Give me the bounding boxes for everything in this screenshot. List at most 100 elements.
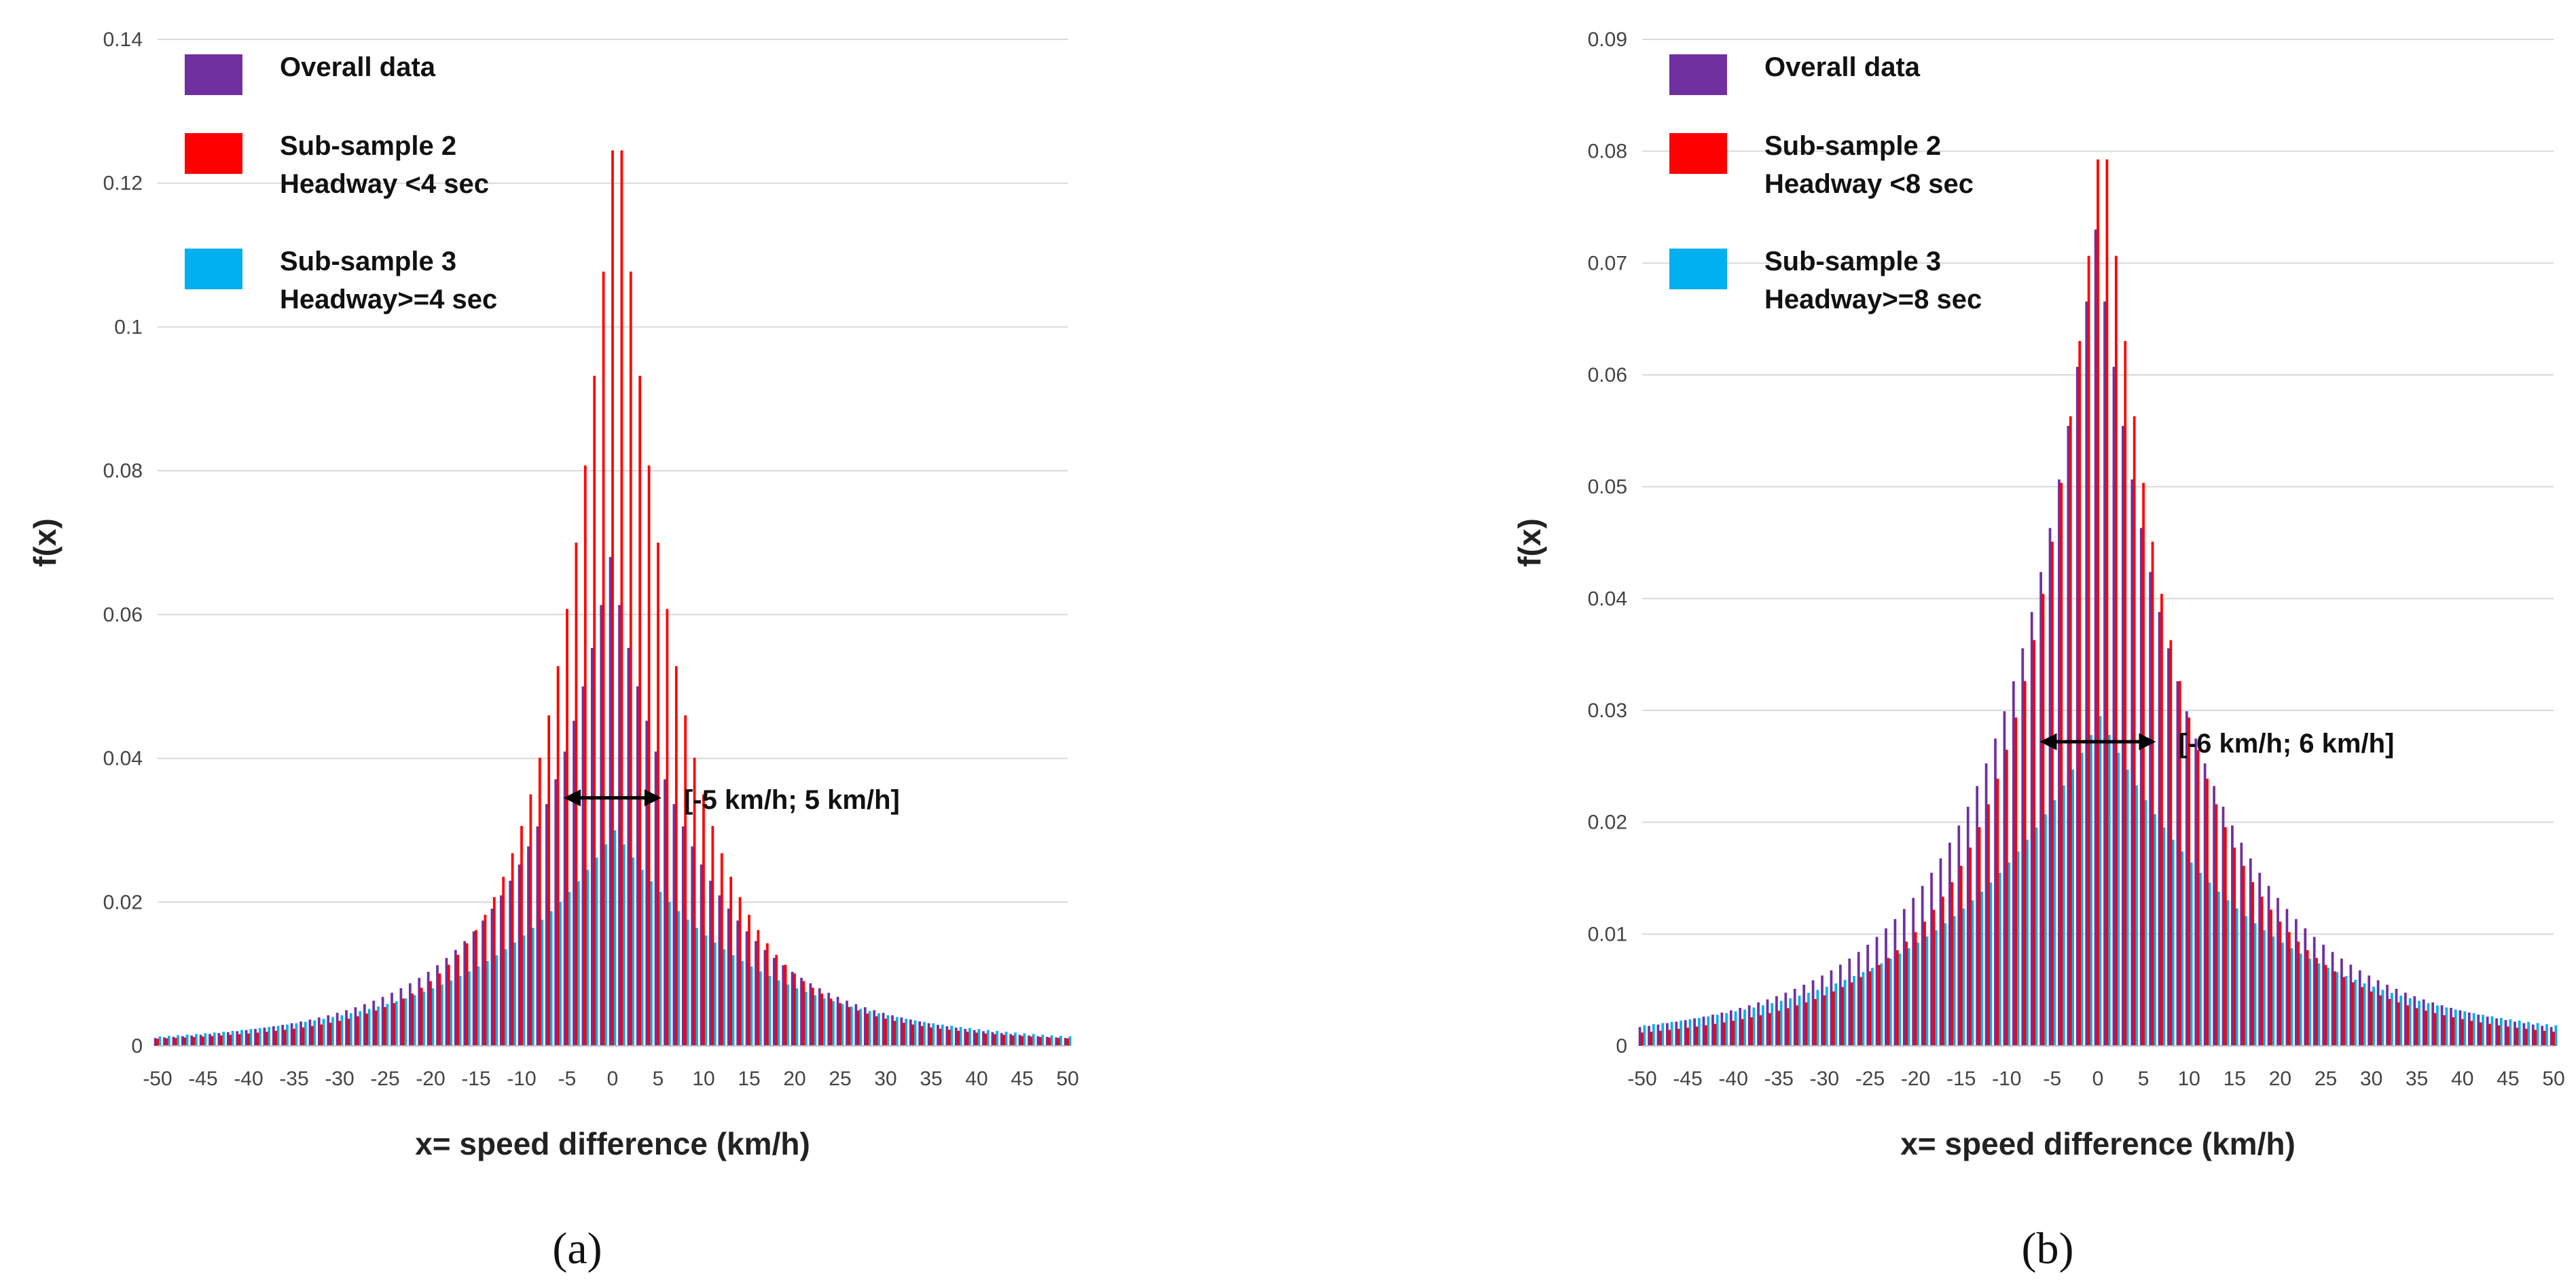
bar-sub-sample-2 — [765, 943, 769, 1046]
bar-sub-sample-3 — [1843, 979, 1847, 1046]
bar-overall — [2404, 992, 2407, 1046]
bar-sub-sample-2 — [2178, 681, 2181, 1046]
bar-overall — [281, 1024, 285, 1046]
bar-sub-sample-2 — [602, 271, 605, 1047]
bar-overall — [1045, 1036, 1049, 1046]
bar-overall — [1675, 1021, 1678, 1046]
bar-sub-sample-3 — [2490, 1016, 2494, 1046]
x-tick-label: 35 — [2406, 1068, 2428, 1090]
x-tick-label: 30 — [2360, 1068, 2382, 1090]
bar-sub-sample-3 — [1962, 908, 1965, 1046]
x-tick-label: -40 — [234, 1068, 263, 1090]
bar-sub-sample-2 — [2334, 971, 2336, 1046]
bar-overall — [818, 988, 821, 1046]
bar-overall — [2058, 479, 2061, 1046]
bar-sub-sample-3 — [304, 1021, 307, 1046]
bar-overall — [518, 864, 521, 1046]
bar-sub-sample-3 — [2208, 882, 2211, 1046]
bar-sub-sample-2 — [329, 1022, 332, 1046]
bar-sub-sample-3 — [450, 980, 453, 1046]
bar-sub-sample-2 — [256, 1032, 259, 1046]
x-tick-label: 50 — [2542, 1068, 2564, 1090]
legend-swatch-sub-sample-2 — [1669, 133, 1727, 174]
bar-sub-sample-3 — [1980, 891, 1983, 1046]
legend-label-sub-sample-2-line-1: Sub-sample 2 — [280, 131, 456, 161]
bar-sub-sample-3 — [468, 971, 471, 1046]
bar-sub-sample-2 — [2324, 964, 2327, 1046]
panel-label-a: (a) — [552, 1224, 602, 1273]
bar-sub-sample-2 — [2479, 1022, 2482, 1046]
bar-sub-sample-2 — [1650, 1032, 1653, 1046]
bar-overall — [945, 1026, 949, 1046]
x-tick-label: 35 — [920, 1068, 942, 1090]
bar-sub-sample-2 — [729, 876, 733, 1046]
bar-overall — [1018, 1034, 1021, 1046]
bar-overall — [2267, 886, 2270, 1046]
bar-sub-sample-2 — [520, 826, 523, 1046]
bar-overall — [2075, 367, 2079, 1046]
bar-sub-sample-2 — [848, 1007, 851, 1046]
bar-overall — [190, 1035, 194, 1046]
bar-overall — [418, 977, 421, 1046]
bar-overall — [436, 965, 439, 1046]
bar-sub-sample-2 — [1066, 1038, 1069, 1046]
bar-sub-sample-3 — [422, 992, 425, 1046]
bar-sub-sample-2 — [666, 609, 669, 1046]
y-tick-labels: 0 0.02 0.04 0.06 0.08 0.1 0.12 0.14 — [103, 29, 143, 1057]
bar-sub-sample-3 — [2454, 1009, 2457, 1046]
bar-overall — [854, 1004, 858, 1046]
x-tick-label: 10 — [692, 1068, 714, 1090]
bar-sub-sample-3 — [1716, 1015, 1719, 1046]
bar-overall — [1893, 919, 1897, 1046]
x-tick-label: 20 — [2269, 1068, 2291, 1090]
bar-sub-sample-3 — [2354, 979, 2357, 1046]
bar-overall — [863, 1007, 867, 1046]
bar-overall — [882, 1013, 885, 1046]
bar-sub-sample-2 — [930, 1027, 932, 1046]
bar-sub-sample-2 — [2196, 750, 2200, 1046]
bar-overall — [2395, 988, 2398, 1046]
bar-sub-sample-2 — [2351, 982, 2355, 1046]
bar-sub-sample-2 — [2452, 1017, 2455, 1046]
bar-sub-sample-3 — [2399, 996, 2403, 1046]
bar-overall — [1702, 1016, 1705, 1046]
bar-sub-sample-3 — [768, 976, 772, 1046]
bar-sub-sample-2 — [748, 914, 750, 1046]
panel-label-b: (b) — [2022, 1224, 2074, 1273]
bar-sub-sample-3 — [731, 955, 735, 1046]
bar-sub-sample-2 — [310, 1026, 314, 1046]
bar-sub-sample-3 — [977, 1029, 981, 1046]
bar-sub-sample-2 — [429, 981, 432, 1046]
bar-sub-sample-3 — [1834, 983, 1838, 1046]
bar-sub-sample-2 — [1804, 1002, 1808, 1046]
bar-sub-sample-2 — [947, 1030, 951, 1046]
bar-sub-sample-3 — [1059, 1036, 1062, 1046]
bar-sub-sample-2 — [356, 1016, 359, 1046]
bar-overall — [199, 1034, 202, 1046]
bar-overall — [2231, 825, 2234, 1046]
bar-sub-sample-3 — [923, 1021, 926, 1046]
bar-sub-sample-2 — [2033, 640, 2035, 1046]
bar-sub-sample-3 — [2317, 963, 2321, 1046]
bar-overall — [1930, 873, 1933, 1046]
bar-sub-sample-3 — [1771, 1003, 1774, 1046]
range-annotation: [-6 km/h; 6 km/h] — [2179, 729, 2395, 759]
bar-sub-sample-2 — [347, 1018, 350, 1046]
bar-sub-sample-2 — [993, 1034, 996, 1046]
bar-overall — [254, 1028, 257, 1046]
bar-sub-sample-2 — [401, 998, 405, 1046]
bar-sub-sample-2 — [2251, 882, 2255, 1046]
bar-sub-sample-2 — [2160, 594, 2163, 1046]
bar-sub-sample-3 — [886, 1015, 890, 1046]
bar-overall — [2194, 738, 2198, 1046]
bar-sub-sample-2 — [866, 1013, 869, 1046]
bar-sub-sample-3 — [2390, 992, 2393, 1046]
bar-sub-sample-3 — [850, 1007, 853, 1046]
bar-sub-sample-3 — [1041, 1034, 1045, 1046]
bar-sub-sample-3 — [477, 966, 480, 1046]
bar-sub-sample-3 — [759, 971, 762, 1046]
bar-overall — [1957, 825, 1961, 1046]
bar-sub-sample-2 — [1850, 982, 1853, 1046]
bar-sub-sample-2 — [1823, 995, 1826, 1046]
bar-sub-sample-2 — [1021, 1036, 1023, 1046]
